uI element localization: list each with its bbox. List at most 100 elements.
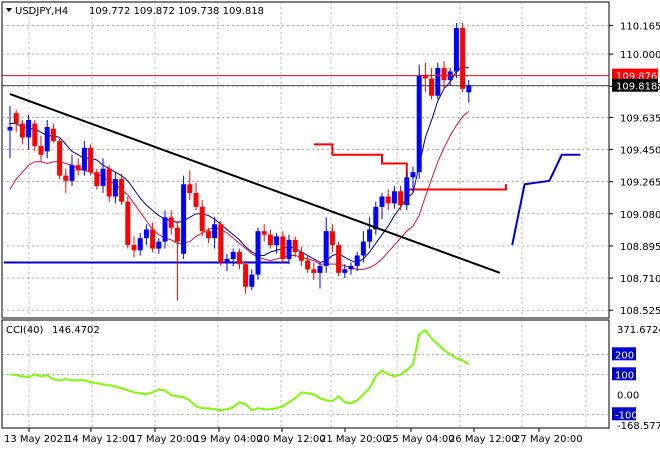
candle-body — [243, 264, 249, 287]
candle-73 — [460, 22, 466, 93]
candle-body — [26, 120, 32, 138]
price-label-8: 108.710 — [620, 274, 660, 285]
candle-body — [32, 123, 38, 147]
candle-25 — [162, 210, 168, 249]
candle-body — [460, 28, 466, 89]
candle-body — [88, 147, 94, 173]
candle-body — [63, 175, 69, 181]
candle-61 — [385, 189, 391, 211]
dropdown-triangle-icon[interactable] — [6, 8, 12, 12]
candle-24 — [156, 238, 162, 254]
candle-body — [75, 165, 81, 171]
candle-64 — [404, 172, 410, 211]
candle-body — [466, 85, 472, 93]
candle-17 — [112, 172, 118, 204]
candle-body — [137, 238, 143, 251]
candle-body — [38, 146, 44, 155]
ohlc-label: 109.772 109.872 109.738 109.818 — [89, 6, 264, 17]
candle-body — [162, 217, 168, 242]
candle-2 — [19, 120, 25, 145]
candle-21 — [137, 232, 143, 256]
cci-axis: 371.6724 200 100 0.00 -100-168.5774 — [612, 325, 660, 432]
main-grid — [2, 2, 609, 318]
candle-27 — [174, 220, 180, 301]
main-chart-frame — [1, 1, 610, 319]
cci-grid — [2, 320, 609, 428]
price-label-6: 109.080 — [620, 210, 660, 221]
candle-28 — [181, 175, 187, 259]
cci-label-2: 100 — [615, 370, 634, 381]
candle-body — [323, 231, 329, 266]
time-label-0: 13 May 2021 — [4, 434, 69, 445]
candle-body — [391, 191, 397, 204]
candle-58 — [367, 217, 373, 249]
candle-56 — [354, 252, 360, 272]
candles — [7, 22, 472, 301]
candle-51 — [323, 217, 329, 273]
cci-label-0: 371.6724 — [617, 325, 660, 336]
candle-body — [7, 127, 13, 131]
candle-body — [236, 252, 242, 265]
candle-7 — [50, 123, 56, 143]
candle-body — [429, 78, 435, 96]
price-label-0: 110.165 — [620, 21, 660, 32]
candle-body — [317, 265, 323, 273]
cci-level-box-1 — [612, 347, 636, 361]
candle-body — [255, 231, 261, 275]
candle-12 — [81, 140, 87, 176]
candle-body — [422, 74, 428, 79]
candle-body — [360, 241, 366, 256]
time-label-7: 26 May 12:00 — [449, 434, 518, 445]
candle-body — [416, 74, 422, 173]
candle-body — [453, 28, 459, 72]
price-label-1: 110.000 — [620, 50, 660, 61]
candle-23 — [150, 222, 156, 253]
candle-32 — [205, 227, 211, 244]
candle-68 — [429, 67, 435, 100]
candle-body — [274, 236, 280, 246]
candle-66 — [416, 64, 422, 180]
candle-5 — [38, 135, 44, 162]
candle-body — [286, 239, 292, 259]
candle-46 — [292, 236, 298, 258]
candle-16 — [106, 165, 112, 202]
candle-33 — [212, 217, 218, 249]
candle-body — [441, 67, 447, 81]
candle-35 — [224, 253, 230, 272]
candle-body — [305, 260, 311, 270]
candle-body — [354, 255, 360, 266]
candle-body — [261, 231, 267, 235]
candle-74 — [466, 80, 472, 103]
cci-line — [9, 328, 470, 412]
price-marker-label-0: 109.876 — [616, 72, 657, 83]
trendline-group — [9, 93, 501, 274]
candle-72 — [453, 22, 459, 79]
candle-body — [224, 258, 230, 263]
candle-body — [329, 231, 335, 246]
candle-69 — [435, 62, 441, 100]
cci-name: CCI(40) — [6, 325, 44, 336]
cci-frame — [1, 319, 610, 429]
cci-level-box-4 — [612, 407, 636, 421]
candle-19 — [125, 196, 131, 249]
candle-body — [298, 252, 304, 261]
candle-50 — [317, 262, 323, 289]
time-label-3: 19 May 04:00 — [194, 434, 263, 445]
price-label-5: 109.265 — [620, 178, 660, 189]
candle-body — [13, 113, 19, 124]
candle-59 — [373, 201, 379, 235]
cci-label-5: -168.5774 — [617, 421, 660, 432]
price-axis: 110.165110.000109.815109.635109.450109.2… — [609, 21, 660, 317]
candle-body — [404, 177, 410, 206]
candle-body — [336, 245, 342, 273]
candle-63 — [398, 186, 404, 211]
candle-43 — [274, 232, 280, 254]
candle-15 — [100, 158, 106, 193]
candle-36 — [230, 248, 236, 266]
candle-48 — [305, 255, 311, 273]
candle-body — [150, 229, 156, 249]
price-label-4: 109.450 — [620, 146, 660, 157]
candle-body — [187, 184, 193, 193]
candle-11 — [75, 158, 81, 176]
